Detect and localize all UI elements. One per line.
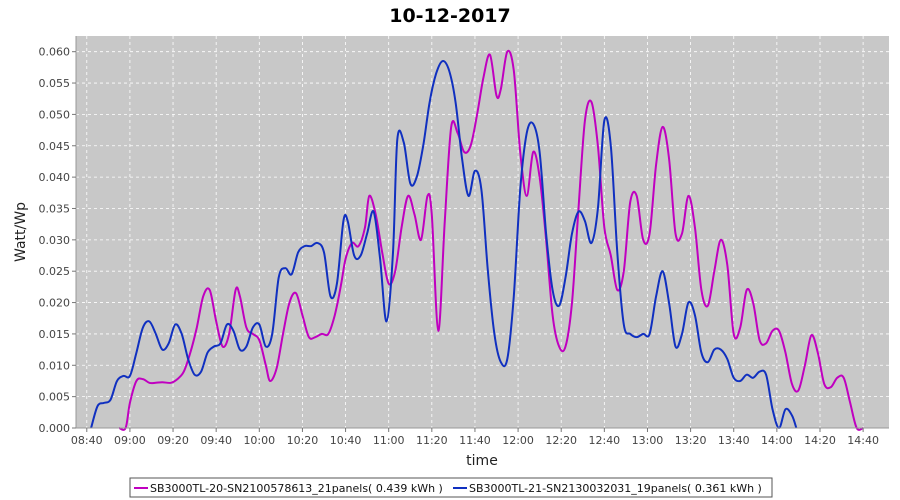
- y-tick-label: 0.045: [39, 140, 71, 153]
- series-line-1: [118, 49, 864, 431]
- x-tick-label: 13:20: [675, 434, 707, 447]
- x-tick-label: 12:40: [588, 434, 620, 447]
- y-tick-label: 0.050: [39, 108, 71, 121]
- chart-title: 10-12-2017: [389, 5, 511, 27]
- x-tick-label: 09:40: [200, 434, 232, 447]
- y-tick-label: 0.055: [39, 77, 71, 90]
- y-tick-label: 0.015: [39, 328, 71, 341]
- y-tick-labels: 0.000 0.005 0.010 0.015 0.020 0.025 0.030 0.035…: [39, 46, 76, 435]
- legend-box: [129, 477, 773, 498]
- x-tick-label: 14:40: [847, 434, 879, 447]
- x-tick-label: 10:40: [330, 434, 362, 447]
- legend-label-series-2: SB3000TL-21-SN2130032031_19panels( 0.361…: [469, 482, 762, 495]
- y-tick-label: 0.025: [39, 265, 71, 278]
- legend-label-series-1: SB3000TL-20-SN2100578613_21panels( 0.439…: [150, 482, 443, 495]
- x-tick-label: 14:00: [761, 434, 793, 447]
- x-tick-label: 11:40: [459, 434, 491, 447]
- grid-lines: [76, 36, 889, 429]
- x-tick-label: 14:20: [804, 434, 836, 447]
- y-tick-label: 0.010: [39, 359, 71, 372]
- series-line-2: [90, 60, 798, 429]
- y-tick-label: 0.035: [39, 202, 71, 215]
- x-tick-label: 09:00: [114, 434, 146, 447]
- y-tick-label: 0.000: [39, 422, 71, 435]
- x-tick-label: 13:40: [718, 434, 750, 447]
- x-axis-label: time: [466, 453, 498, 469]
- y-tick-label: 0.030: [39, 234, 71, 247]
- legend: SB3000TL-20-SN2100578613_21panels( 0.439…: [129, 477, 773, 498]
- x-tick-label: 08:40: [71, 434, 103, 447]
- x-tick-label: 12:00: [502, 434, 534, 447]
- y-tick-label: 0.040: [39, 171, 71, 184]
- y-tick-label: 0.060: [39, 46, 71, 59]
- x-tick-label: 11:00: [373, 434, 405, 447]
- x-tick-label: 11:20: [416, 434, 448, 447]
- x-tick-label: 09:20: [157, 434, 189, 447]
- x-tick-label: 10:20: [287, 434, 319, 447]
- x-tick-labels: 08:40 09:00 09:20 09:40 10:00 10:20 10:40 11:00…: [71, 428, 879, 447]
- plot-area: [76, 36, 889, 428]
- x-tick-label: 13:00: [632, 434, 664, 447]
- y-tick-label: 0.005: [39, 391, 71, 404]
- x-tick-label: 12:20: [545, 434, 577, 447]
- x-tick-label: 10:00: [243, 434, 275, 447]
- series-layer: [90, 49, 864, 431]
- y-tick-label: 0.020: [39, 297, 71, 310]
- y-axis-label: Watt/Wp: [13, 202, 29, 262]
